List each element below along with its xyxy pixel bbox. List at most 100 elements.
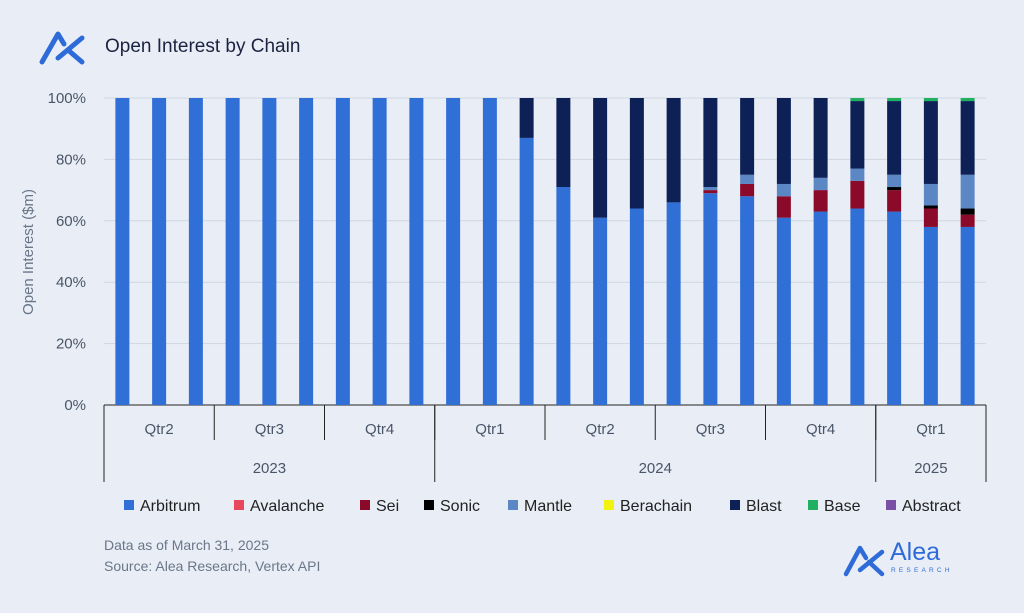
legend-label-base: Base xyxy=(824,498,861,515)
bar-segment-arbitrum xyxy=(115,98,130,405)
bar-segment-arbitrum xyxy=(703,193,718,405)
bar-segment-arbitrum xyxy=(813,211,828,405)
source-note: Source: Alea Research, Vertex API xyxy=(104,558,321,574)
bar-segment-blast xyxy=(850,101,865,169)
bar-segment-arbitrum xyxy=(960,226,975,405)
bar-segment-blast xyxy=(556,98,571,188)
legend-swatch-sonic xyxy=(424,500,434,510)
bar-segment-sei xyxy=(813,190,828,212)
legend-label-mantle: Mantle xyxy=(524,498,572,515)
y-tick-label: 20% xyxy=(56,336,86,353)
bar-segment-mantle xyxy=(740,174,755,184)
bar-segment-sei xyxy=(887,190,902,212)
bar-segment-blast xyxy=(813,98,828,178)
bar-segment-mantle xyxy=(813,177,828,191)
legend-label-abstract: Abstract xyxy=(902,498,961,515)
x-year-label: 2023 xyxy=(253,460,286,477)
alea-brand-logo-icon xyxy=(843,545,885,577)
bar-segment-blast xyxy=(740,98,755,175)
x-quarter-label: Qtr4 xyxy=(365,421,394,438)
brand-name: Alea xyxy=(890,538,941,566)
x-quarter-label: Qtr2 xyxy=(586,421,615,438)
bar-segment-sei xyxy=(703,190,718,194)
bar-segment-mantle xyxy=(923,183,938,206)
bar-segment-base xyxy=(850,98,865,102)
bar-segment-blast xyxy=(593,98,608,218)
bar-segment-base xyxy=(887,98,902,102)
x-quarter-label: Qtr1 xyxy=(916,421,945,438)
bar-segment-sei xyxy=(740,183,755,197)
legend-swatch-arbitrum xyxy=(124,500,134,510)
bar-segment-arbitrum xyxy=(446,98,461,405)
bar-segment-arbitrum xyxy=(225,98,240,405)
bar-segment-arbitrum xyxy=(519,137,534,405)
y-tick-label: 40% xyxy=(56,274,86,291)
bar-segment-arbitrum xyxy=(666,202,681,405)
bar-segment-arbitrum xyxy=(262,98,277,405)
bar-segment-arbitrum xyxy=(556,187,571,405)
bar-segment-sonic xyxy=(960,208,975,215)
bar-segment-arbitrum xyxy=(850,208,865,405)
bar-segment-arbitrum xyxy=(740,196,755,405)
bar-segment-blast xyxy=(519,98,534,138)
bar-segment-blast xyxy=(703,98,718,188)
bar-segment-blast xyxy=(629,98,644,209)
legend-label-sonic: Sonic xyxy=(440,498,480,515)
legend-label-arbitrum: Arbitrum xyxy=(140,498,200,515)
y-axis-label: Open Interest ($m) xyxy=(20,189,37,315)
x-year-label: 2024 xyxy=(639,460,672,477)
legend-swatch-berachain xyxy=(604,500,614,510)
x-quarter-label: Qtr4 xyxy=(806,421,835,438)
bar-segment-sei xyxy=(923,208,938,227)
brand-subtitle: RESEARCH xyxy=(891,567,953,574)
bar-segment-blast xyxy=(666,98,681,203)
x-year-label: 2025 xyxy=(914,460,947,477)
legend-label-avalanche: Avalanche xyxy=(250,498,325,515)
data-date-note: Data as of March 31, 2025 xyxy=(104,537,269,553)
bar-segment-arbitrum xyxy=(299,98,314,405)
y-tick-label: 0% xyxy=(64,397,86,414)
bar-segment-blast xyxy=(960,101,975,175)
chart-title: Open Interest by Chain xyxy=(105,36,301,57)
bar-segment-arbitrum xyxy=(188,98,203,405)
bar-segment-arbitrum xyxy=(923,226,938,405)
bar-segment-mantle xyxy=(887,174,902,188)
x-quarter-label: Qtr3 xyxy=(255,421,284,438)
legend-swatch-sei xyxy=(360,500,370,510)
x-quarter-label: Qtr2 xyxy=(145,421,174,438)
bar-segment-arbitrum xyxy=(152,98,167,405)
bar-segment-sonic xyxy=(887,187,902,191)
bar-segment-blast xyxy=(923,101,938,184)
bar-segment-arbitrum xyxy=(335,98,350,405)
legend-swatch-abstract xyxy=(886,500,896,510)
y-tick-label: 100% xyxy=(48,90,86,107)
bar-segment-blast xyxy=(776,98,791,184)
bar-segment-arbitrum xyxy=(776,217,791,405)
legend-label-sei: Sei xyxy=(376,498,399,515)
legend-label-berachain: Berachain xyxy=(620,498,692,515)
legend-swatch-base xyxy=(808,500,818,510)
bar-segment-mantle xyxy=(850,168,865,181)
alea-logo-icon xyxy=(39,31,85,65)
bar-segment-mantle xyxy=(703,187,718,191)
bar-segment-arbitrum xyxy=(482,98,497,405)
bar-segment-sei xyxy=(776,196,791,218)
x-quarter-label: Qtr3 xyxy=(696,421,725,438)
bar-segment-arbitrum xyxy=(887,211,902,405)
bar-segment-sei xyxy=(850,180,865,209)
bar-segment-arbitrum xyxy=(593,217,608,405)
bar-segment-mantle xyxy=(776,183,791,197)
y-tick-label: 80% xyxy=(56,151,86,168)
bar-segment-arbitrum xyxy=(629,208,644,405)
bar-segment-blast xyxy=(887,101,902,175)
bar-segment-sei xyxy=(960,214,975,227)
bar-segment-sonic xyxy=(923,205,938,209)
bar-segment-arbitrum xyxy=(409,98,424,405)
bar-segment-base xyxy=(923,98,938,102)
legend-label-blast: Blast xyxy=(746,498,782,515)
legend-swatch-avalanche xyxy=(234,500,244,510)
bar-segment-arbitrum xyxy=(372,98,387,405)
bar-segment-base xyxy=(960,98,975,102)
y-tick-label: 60% xyxy=(56,213,86,230)
